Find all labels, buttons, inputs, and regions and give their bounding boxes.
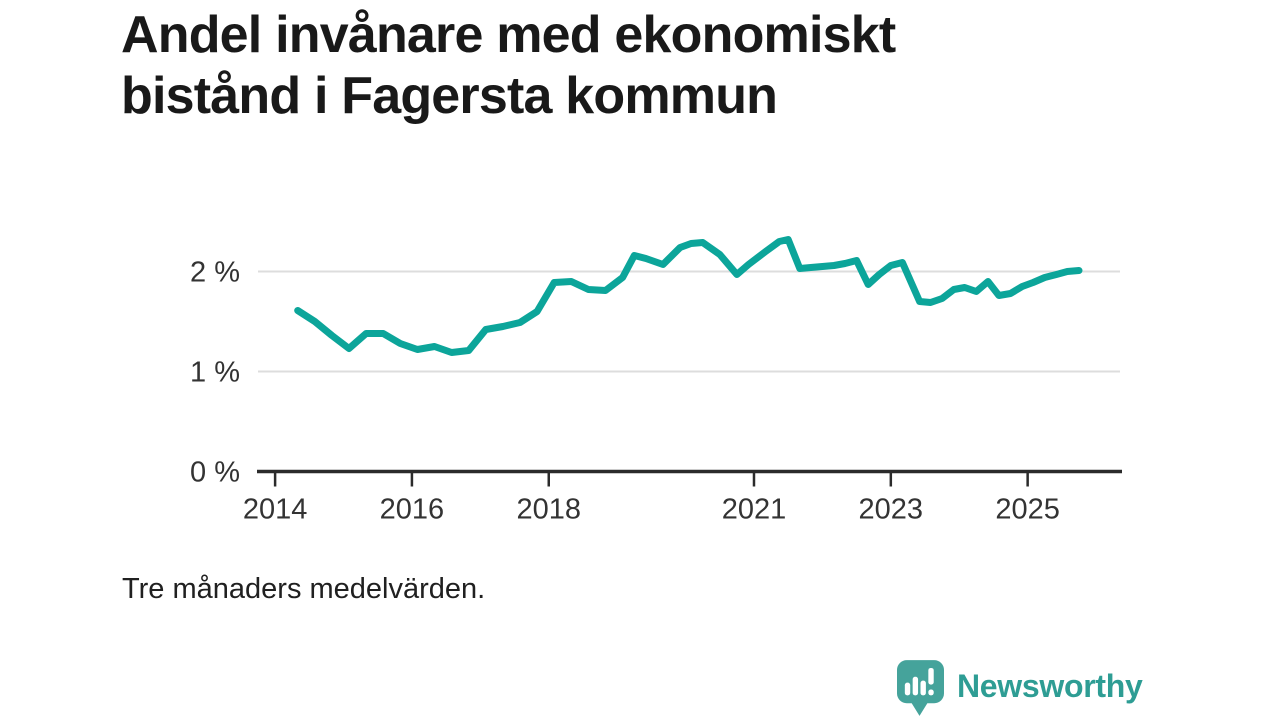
- series-line: [294, 236, 1083, 356]
- y-axis-labels: 0 % 1 % 2 %: [190, 257, 240, 489]
- x-tick-label: 2016: [380, 494, 445, 526]
- bar-icon-3: [920, 680, 926, 696]
- exclamation-icon-dot: [928, 689, 934, 696]
- x-axis-labels: 2014 2016 2018 2021 2023 2025: [243, 494, 1060, 526]
- y-tick-label: 0 %: [190, 457, 240, 489]
- exclamation-icon-stem: [928, 667, 934, 685]
- chart-footnote: Tre månaders medelvärden.: [122, 573, 486, 605]
- x-tick-label: 2021: [722, 494, 787, 526]
- x-axis: [257, 469, 1122, 487]
- bar-icon-2: [912, 676, 919, 696]
- newsworthy-logo: Newsworthy: [897, 660, 1143, 717]
- x-tick-label: 2025: [995, 494, 1060, 526]
- newsworthy-logo-text: Newsworthy: [957, 667, 1143, 704]
- bar-icon-1: [904, 682, 911, 696]
- y-tick-label: 2 %: [190, 257, 240, 289]
- chart-title-line-2: bistånd i Fagersta kommun: [121, 67, 778, 126]
- chart-title-line-1: Andel invånare med ekonomiskt: [121, 6, 896, 64]
- data-series: [294, 236, 1083, 356]
- gridlines: [258, 270, 1120, 373]
- x-tick-label: 2014: [243, 494, 308, 526]
- chart-title: Andel invånare med ekonomiskt bistånd i F…: [121, 5, 896, 128]
- newsworthy-logo-icon: [897, 660, 944, 716]
- x-tick-label: 2023: [859, 494, 924, 526]
- y-tick-label: 1 %: [190, 357, 240, 389]
- x-tick-label: 2018: [516, 494, 581, 526]
